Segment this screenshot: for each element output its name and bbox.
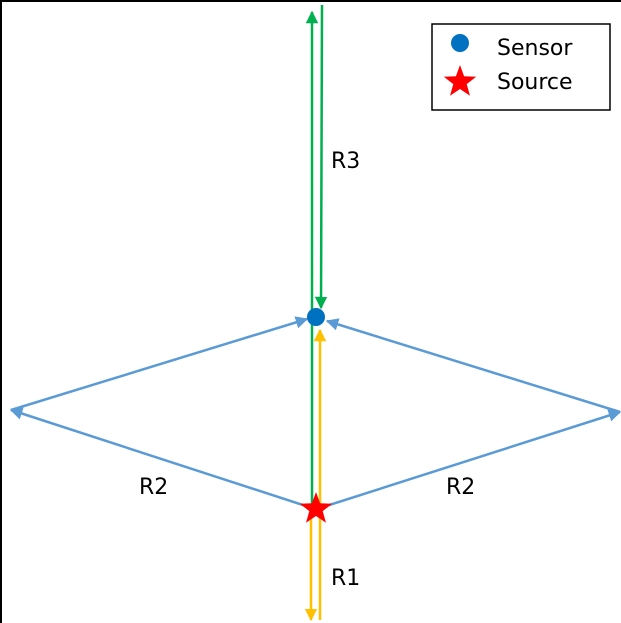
ray-r2-right-wall-to-sensor [325, 318, 621, 414]
legend: Sensor Source [431, 23, 611, 111]
legend-sensor-label: Sensor [497, 36, 573, 61]
legend-sensor-icon [451, 34, 469, 52]
legend-box [431, 23, 611, 111]
ray-r1-label: R1 [331, 566, 360, 591]
ray-r1 [304, 328, 327, 622]
ray-r2-left-label: R2 [139, 475, 168, 500]
ray-r2-left-wall-to-sensor [10, 316, 309, 412]
ray-r2-source-to-right-wall [319, 409, 621, 510]
legend-source-icon [443, 65, 477, 96]
sensor-marker [307, 308, 325, 326]
source-marker [299, 492, 333, 523]
ray-r2-right-label: R2 [446, 475, 475, 500]
ray-r3-label: R3 [331, 149, 360, 174]
ray-r2-source-to-left-wall [9, 407, 313, 510]
ray-r2 [9, 316, 621, 510]
ray-r3-down-arrow [314, 4, 328, 310]
ray-r3 [305, 4, 328, 508]
legend-source-label: Source [497, 70, 573, 95]
